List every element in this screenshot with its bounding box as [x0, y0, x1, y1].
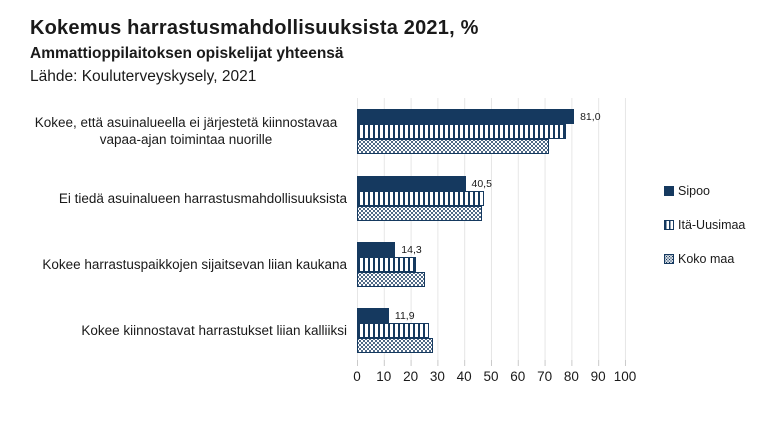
- bar-group-2: Ei tiedä asuinalueen harrastusmahdollisu…: [0, 176, 768, 221]
- chart-header: Kokemus harrastusmahdollisuuksista 2021,…: [30, 16, 479, 87]
- bar-koko-maa: [357, 272, 426, 287]
- bar-stack: 81,0: [357, 109, 601, 154]
- x-tick-label: 70: [537, 369, 553, 384]
- chart-title: Kokemus harrastusmahdollisuuksista 2021,…: [30, 17, 479, 39]
- legend-label: Itä-Uusimaa: [678, 218, 746, 232]
- bar-ita-uusimaa: [357, 124, 566, 139]
- bar-group-4: Kokee kiinnostavat harrastukset liian ka…: [0, 308, 768, 353]
- bar-koko-maa: [357, 139, 549, 154]
- bar-stack: 14,3: [357, 242, 426, 287]
- value-label: 40,5: [471, 177, 492, 190]
- bar-koko-maa: [357, 338, 434, 353]
- legend: Sipoo Itä-Uusimaa Koko maa: [664, 184, 746, 287]
- x-axis-ticks: [357, 360, 626, 366]
- value-label: 11,9: [394, 309, 415, 322]
- x-tick-label: 50: [483, 369, 499, 384]
- legend-swatch-stripes: [664, 220, 674, 230]
- x-tick-label: 30: [429, 369, 445, 384]
- x-tick-label: 0: [353, 369, 361, 384]
- legend-label: Sipoo: [678, 184, 710, 198]
- x-tick-label: 40: [456, 369, 472, 384]
- x-tick-label: 60: [510, 369, 526, 384]
- bar-group-3: Kokee harrastuspaikkojen sijaitsevan lii…: [0, 242, 768, 287]
- legend-item-koko-maa: Koko maa: [664, 252, 745, 266]
- category-label: Ei tiedä asuinalueen harrastusmahdollisu…: [58, 190, 347, 206]
- x-tick-label: 10: [376, 369, 392, 384]
- x-tick-label: 20: [403, 369, 419, 384]
- chart-source: Lähde: Kouluterveyskysely, 2021: [30, 68, 257, 86]
- legend-swatch-solid: [664, 186, 674, 196]
- bar-ita-uusimaa: [357, 257, 416, 272]
- bar-sipoo: [357, 242, 396, 257]
- bar-koko-maa: [357, 206, 482, 221]
- x-tick-label: 90: [590, 369, 606, 384]
- value-label: 81,0: [580, 110, 601, 123]
- bar-group-1: Kokee, että asuinalueella ei järjestetä …: [0, 109, 768, 154]
- legend-swatch-dots: [664, 254, 674, 264]
- chart-subtitle: Ammattioppilaitoksen opiskelijat yhteens…: [30, 45, 344, 62]
- legend-label: Koko maa: [678, 252, 735, 266]
- legend-item-sipoo: Sipoo: [664, 184, 745, 198]
- bar-sipoo: [357, 109, 575, 124]
- bar-sipoo: [357, 308, 389, 323]
- bar-stack: 11,9: [357, 308, 434, 353]
- bar-stack: 40,5: [357, 176, 492, 221]
- bar-ita-uusimaa: [357, 191, 485, 206]
- category-label: Kokee harrastuspaikkojen sijaitsevan lii…: [42, 256, 347, 272]
- category-label: Kokee, että asuinalueella ei järjestetä …: [34, 114, 338, 148]
- bar-ita-uusimaa: [357, 323, 430, 338]
- legend-item-ita-uusimaa: Itä-Uusimaa: [664, 218, 746, 232]
- x-tick-label: 80: [563, 369, 579, 384]
- category-label: Kokee kiinnostavat harrastukset liian ka…: [81, 322, 347, 338]
- value-label: 14,3: [401, 243, 422, 256]
- bar-sipoo: [357, 176, 466, 191]
- x-tick-label: 100: [613, 369, 637, 384]
